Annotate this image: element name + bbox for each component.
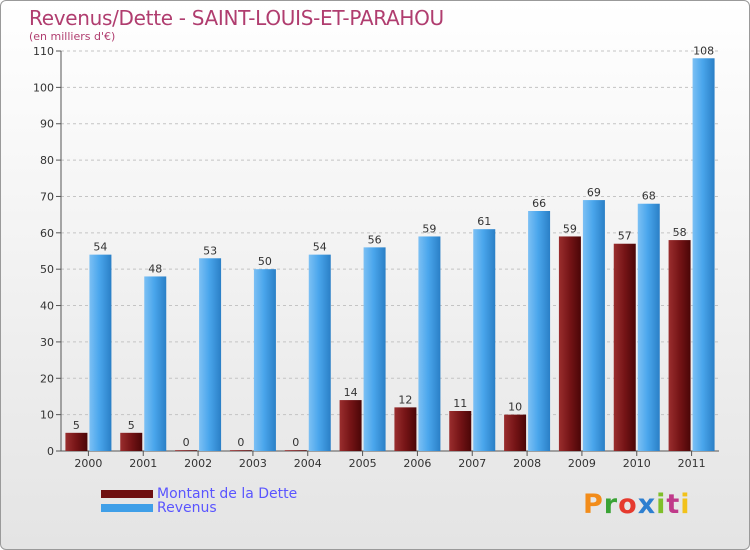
- bar-debt: [668, 240, 691, 451]
- y-tick-label: 90: [40, 118, 54, 131]
- x-tick-label: 2003: [239, 457, 267, 470]
- data-label-revenue: 68: [642, 190, 656, 203]
- data-label-revenue: 108: [693, 44, 714, 57]
- bar-revenue: [418, 236, 441, 451]
- data-label-debt: 10: [508, 401, 522, 414]
- y-tick-label: 50: [40, 263, 54, 276]
- bar-revenue: [253, 269, 276, 451]
- y-tick-label: 10: [40, 409, 54, 422]
- bar-revenue: [89, 254, 112, 451]
- bar-revenue: [363, 247, 386, 451]
- logo-letter: i: [656, 489, 667, 520]
- bar-revenue: [582, 200, 605, 451]
- legend-item-revenue: Revenus: [101, 501, 297, 515]
- x-tick-label: 2008: [513, 457, 541, 470]
- legend-swatch-revenue: [101, 504, 153, 512]
- x-tick-label: 2002: [184, 457, 212, 470]
- data-label-debt: 58: [673, 226, 687, 239]
- y-tick-label: 40: [40, 300, 54, 313]
- legend: Montant de la Dette Revenus: [101, 487, 297, 515]
- bar-revenue: [199, 258, 222, 451]
- data-label-debt: 0: [237, 436, 244, 449]
- y-tick-label: 100: [33, 81, 54, 94]
- y-tick-label: 70: [40, 190, 54, 203]
- data-label-debt: 57: [618, 230, 632, 243]
- data-label-revenue: 61: [477, 215, 491, 228]
- logo-letter: r: [603, 489, 619, 520]
- legend-label-revenue: Revenus: [157, 500, 217, 516]
- bar-revenue: [308, 254, 331, 451]
- bar-debt: [613, 243, 636, 451]
- data-label-debt: 0: [292, 436, 299, 449]
- chart-subtitle: (en milliers d'€): [29, 30, 116, 43]
- x-tick-label: 2000: [74, 457, 102, 470]
- logo-letter: o: [618, 489, 638, 520]
- y-tick-label: 30: [40, 336, 54, 349]
- data-label-revenue: 56: [368, 233, 382, 246]
- data-label-debt: 59: [563, 222, 577, 235]
- logo-letter: P: [583, 489, 604, 520]
- legend-item-debt: Montant de la Dette: [101, 487, 297, 501]
- data-label-debt: 5: [73, 419, 80, 432]
- bar-debt: [229, 450, 252, 451]
- data-label-revenue: 54: [93, 241, 107, 254]
- y-tick-label: 80: [40, 154, 54, 167]
- legend-label-debt: Montant de la Dette: [157, 486, 298, 502]
- data-label-debt: 0: [183, 436, 190, 449]
- proxiti-logo: Proxiti: [583, 489, 691, 520]
- chart-title: Revenus/Dette - SAINT-LOUIS-ET-PARAHOU: [29, 6, 444, 30]
- bar-debt: [558, 236, 581, 451]
- data-label-debt: 5: [128, 419, 135, 432]
- data-label-revenue: 48: [148, 262, 162, 275]
- bar-revenue: [692, 58, 715, 451]
- bar-debt: [65, 432, 88, 451]
- y-tick-label: 60: [40, 227, 54, 240]
- y-tick-label: 20: [40, 372, 54, 385]
- data-label-revenue: 50: [258, 255, 272, 268]
- bar-debt: [394, 407, 417, 451]
- data-label-debt: 11: [453, 397, 467, 410]
- bar-revenue: [144, 276, 167, 451]
- x-tick-label: 2010: [623, 457, 651, 470]
- x-tick-label: 2001: [129, 457, 157, 470]
- y-tick-label: 0: [47, 445, 54, 458]
- bar-debt: [339, 400, 362, 451]
- x-tick-label: 2006: [403, 457, 431, 470]
- logo-letter: i: [680, 489, 691, 520]
- legend-swatch-debt: [101, 490, 153, 498]
- bar-revenue: [473, 229, 496, 451]
- logo-letter: t: [666, 489, 681, 520]
- y-tick-label: 110: [33, 45, 54, 58]
- x-tick-label: 2004: [294, 457, 322, 470]
- data-label-revenue: 53: [203, 244, 217, 257]
- data-label-revenue: 69: [587, 186, 601, 199]
- bar-debt: [504, 414, 527, 451]
- bar-debt: [284, 450, 307, 451]
- data-label-revenue: 59: [422, 222, 436, 235]
- data-label-debt: 14: [344, 386, 358, 399]
- bar-revenue: [637, 203, 660, 451]
- bar-debt: [175, 450, 198, 451]
- bar-debt: [449, 411, 472, 451]
- data-label-revenue: 66: [532, 197, 546, 210]
- x-tick-label: 2009: [568, 457, 596, 470]
- logo-letter: x: [637, 489, 657, 520]
- x-tick-label: 2007: [458, 457, 486, 470]
- data-label-revenue: 54: [313, 241, 327, 254]
- x-tick-label: 2011: [678, 457, 706, 470]
- x-tick-label: 2005: [349, 457, 377, 470]
- data-label-debt: 12: [398, 393, 412, 406]
- bar-revenue: [528, 211, 551, 451]
- bar-debt: [120, 432, 143, 451]
